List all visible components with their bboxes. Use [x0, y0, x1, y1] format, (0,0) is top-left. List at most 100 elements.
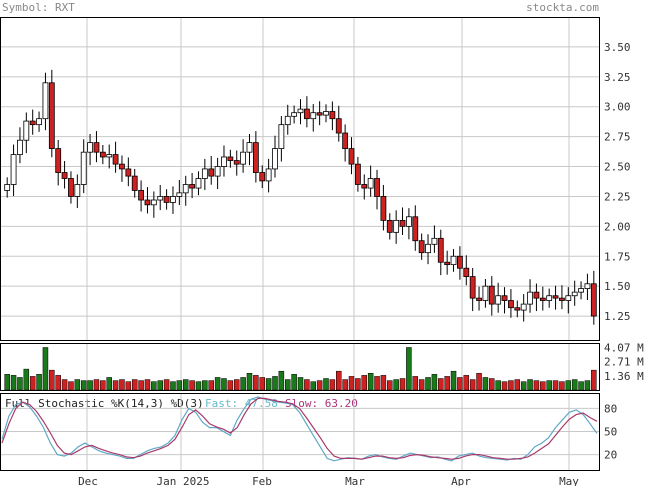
- candle-body: [144, 199, 151, 206]
- volume-bar: [361, 375, 368, 391]
- candle-body: [539, 297, 546, 301]
- candle-body: [342, 132, 349, 149]
- candle-body: [259, 172, 266, 182]
- volume-bar: [304, 379, 310, 391]
- volume-bar: [291, 374, 297, 391]
- stochastic-tick-label: 80: [604, 402, 617, 415]
- volume-bar: [399, 378, 406, 391]
- volume-bar: [246, 373, 253, 391]
- volume-bar: [221, 378, 227, 391]
- volume-bar: [431, 374, 438, 391]
- price-frame: [0, 17, 600, 341]
- candle-body: [495, 295, 502, 305]
- volume-bar: [227, 380, 234, 391]
- volume-bar: [36, 374, 42, 391]
- volume-bar: [144, 379, 151, 391]
- volume-bar: [55, 375, 61, 391]
- x-axis-label: Dec: [78, 475, 98, 486]
- candle-body: [393, 219, 400, 233]
- volume-bar: [578, 381, 584, 391]
- candle-body: [208, 168, 215, 177]
- volume-bar: [546, 380, 552, 391]
- candle-body: [488, 285, 495, 305]
- volume-bar: [284, 379, 291, 391]
- volume-bar: [387, 380, 393, 391]
- candle-body: [412, 216, 419, 242]
- candle-body: [182, 184, 189, 194]
- candle-body: [61, 172, 68, 179]
- candle-body: [195, 178, 202, 189]
- x-axis-label: Jan 2025: [157, 475, 210, 486]
- volume-bar: [253, 375, 259, 391]
- candle-body: [233, 160, 240, 165]
- candle-body: [418, 240, 425, 254]
- price-tick-label: 3.00: [604, 101, 631, 114]
- volume-bar: [450, 370, 457, 391]
- price-tick-label: 2.75: [604, 131, 631, 144]
- candle-body: [138, 190, 144, 201]
- price-tick-label: 1.25: [604, 310, 631, 323]
- candle-body: [303, 108, 310, 120]
- volume-bar: [367, 373, 374, 391]
- volume-bar: [189, 380, 195, 391]
- stochastic-title: Full Stochastic %K(14,3) %D(3): [5, 397, 204, 410]
- candle-body: [399, 219, 406, 227]
- volume-bar: [176, 380, 183, 391]
- candle-body: [514, 307, 521, 311]
- price-panel: 3.50 3.25 3.00 2.75 2.50 2.25 2.00 1.75 1.50 1.25: [0, 17, 631, 340]
- volume-bar: [182, 379, 189, 391]
- volume-bar: [514, 379, 521, 391]
- volume-bar: [138, 380, 144, 391]
- candle-body: [374, 178, 380, 197]
- candle-body: [463, 267, 470, 277]
- volume-bar: [457, 377, 463, 391]
- candle-body: [278, 124, 285, 149]
- candle-body: [10, 154, 17, 185]
- stochastic-tick-label: 20: [604, 449, 617, 462]
- volume-bar: [195, 381, 202, 391]
- x-axis-label: Feb: [252, 475, 272, 486]
- candle-body: [527, 291, 533, 305]
- volume-tick-label: 2.71 M: [604, 356, 644, 369]
- volume-tick-label: 1.36 M: [604, 370, 644, 383]
- volume-tick-label: 4.07 M: [604, 341, 644, 354]
- candle-body: [163, 196, 170, 203]
- candle-body: [520, 303, 527, 311]
- volume-bar: [533, 380, 540, 391]
- candle-body: [590, 283, 597, 317]
- volume-bar: [80, 380, 87, 391]
- candle-body: [74, 184, 81, 197]
- x-axis: Dec Jan 2025 Feb Mar Apr May: [78, 475, 579, 488]
- volume-bar: [552, 380, 559, 391]
- volume-bar: [131, 379, 138, 391]
- candle-body: [284, 115, 291, 126]
- x-axis-label: Mar: [345, 475, 365, 486]
- volume-bar: [355, 378, 361, 391]
- candle-body: [450, 255, 457, 266]
- candle-body: [99, 151, 106, 158]
- volume-bar: [380, 375, 387, 391]
- candle-body: [189, 184, 196, 189]
- volume-bar: [393, 379, 399, 391]
- x-axis-label: Apr: [451, 475, 471, 486]
- volume-bar: [571, 379, 578, 391]
- candle-body: [354, 163, 361, 185]
- candle-body: [310, 112, 317, 120]
- candle-body: [240, 151, 247, 165]
- candle-body: [23, 120, 30, 141]
- volume-bar: [323, 378, 329, 391]
- volume-bar: [406, 347, 412, 391]
- volume-bar: [265, 378, 272, 391]
- stochastic-slow-line: [1, 397, 598, 460]
- candle-body: [119, 163, 125, 170]
- candle-body: [552, 295, 559, 299]
- candle-body: [329, 111, 336, 120]
- volume-bar: [469, 379, 476, 391]
- candle-body: [265, 168, 272, 182]
- volume-bar: [157, 380, 163, 391]
- candle-body: [150, 199, 157, 206]
- candle-body: [501, 295, 508, 301]
- candle-body: [4, 184, 11, 191]
- price-tick-label: 1.75: [604, 250, 631, 263]
